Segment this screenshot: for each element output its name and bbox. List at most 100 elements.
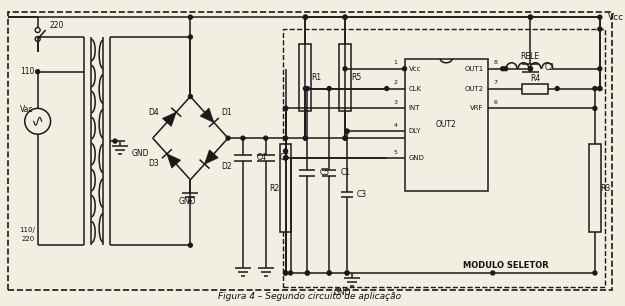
Text: GND: GND [179, 197, 196, 206]
Text: C2: C2 [544, 63, 554, 72]
Text: 7: 7 [494, 80, 498, 85]
Text: 110: 110 [21, 67, 35, 76]
Circle shape [284, 106, 288, 110]
Text: 5: 5 [394, 150, 398, 155]
Circle shape [303, 15, 308, 19]
Circle shape [188, 35, 192, 39]
Circle shape [328, 271, 331, 275]
Text: C4: C4 [257, 153, 267, 162]
Text: D1: D1 [222, 108, 232, 117]
Circle shape [306, 271, 309, 275]
Text: C6: C6 [279, 153, 290, 162]
Text: R2: R2 [269, 184, 280, 193]
Circle shape [284, 136, 288, 140]
Circle shape [226, 136, 230, 140]
Circle shape [598, 15, 602, 19]
Circle shape [343, 67, 347, 71]
Circle shape [289, 271, 292, 275]
Text: GND: GND [333, 288, 351, 297]
Text: Figura 4 – Segundo circuito de aplicação: Figura 4 – Segundo circuito de aplicação [217, 292, 401, 301]
Circle shape [303, 87, 308, 91]
Text: R1: R1 [311, 73, 321, 82]
Bar [282, 29, 605, 287]
Text: OUT2: OUT2 [465, 86, 484, 91]
Circle shape [303, 136, 308, 140]
Circle shape [328, 87, 331, 91]
Circle shape [284, 106, 288, 110]
Circle shape [306, 87, 309, 91]
Circle shape [306, 271, 309, 275]
Circle shape [529, 15, 532, 19]
Text: MODULO SELETOR: MODULO SELETOR [462, 260, 549, 270]
Circle shape [529, 67, 532, 71]
Circle shape [593, 106, 597, 110]
Text: RELE: RELE [520, 52, 539, 61]
Circle shape [555, 87, 559, 91]
Text: 3: 3 [394, 100, 398, 105]
Circle shape [284, 149, 288, 153]
Circle shape [343, 136, 347, 140]
Text: DLY: DLY [409, 128, 421, 134]
Circle shape [593, 271, 597, 275]
Text: D3: D3 [148, 159, 159, 168]
Circle shape [598, 87, 602, 91]
Circle shape [113, 139, 117, 143]
Circle shape [345, 129, 349, 133]
Circle shape [284, 271, 288, 275]
Text: C5: C5 [319, 168, 329, 177]
Circle shape [303, 136, 308, 140]
Text: D2: D2 [222, 162, 232, 171]
Text: 4: 4 [394, 123, 398, 128]
Circle shape [501, 67, 504, 71]
Circle shape [491, 271, 495, 275]
Circle shape [345, 129, 349, 133]
Bar [404, 59, 488, 191]
Text: 110/: 110/ [19, 227, 35, 233]
Circle shape [345, 271, 349, 275]
Text: GND: GND [132, 148, 149, 158]
Text: CLK: CLK [409, 86, 422, 91]
Circle shape [284, 106, 288, 110]
Circle shape [343, 15, 347, 19]
Text: 220: 220 [21, 236, 35, 242]
Circle shape [284, 156, 288, 160]
Text: OUT1: OUT1 [464, 66, 484, 72]
Circle shape [241, 136, 245, 140]
Text: D4: D4 [148, 108, 159, 117]
Text: C1: C1 [341, 168, 351, 177]
Text: R3: R3 [601, 184, 611, 193]
Circle shape [36, 70, 39, 74]
Circle shape [188, 95, 192, 99]
Text: 220: 220 [49, 21, 64, 30]
Bar [339, 44, 351, 111]
Circle shape [328, 271, 331, 275]
Circle shape [402, 67, 406, 71]
Circle shape [264, 136, 268, 140]
Text: Vcc: Vcc [608, 13, 624, 22]
Circle shape [343, 15, 347, 19]
Polygon shape [200, 108, 214, 122]
Circle shape [504, 67, 508, 71]
Polygon shape [204, 150, 218, 164]
Circle shape [385, 87, 389, 91]
Circle shape [188, 243, 192, 247]
Bar [589, 144, 601, 232]
Text: 1: 1 [394, 60, 398, 65]
Circle shape [345, 271, 349, 275]
Text: Vcc: Vcc [409, 66, 421, 72]
Bar [279, 144, 291, 232]
Text: R5: R5 [351, 73, 361, 82]
Circle shape [529, 15, 532, 19]
Bar [299, 44, 311, 111]
Text: 8: 8 [494, 60, 498, 65]
Text: GND: GND [409, 155, 424, 161]
Circle shape [598, 67, 602, 71]
Bar [521, 84, 548, 94]
Polygon shape [162, 112, 176, 126]
Circle shape [284, 271, 288, 275]
Circle shape [284, 156, 288, 160]
Text: 2: 2 [394, 80, 398, 85]
Circle shape [529, 67, 532, 71]
Circle shape [343, 136, 347, 140]
Text: INT: INT [409, 105, 420, 111]
